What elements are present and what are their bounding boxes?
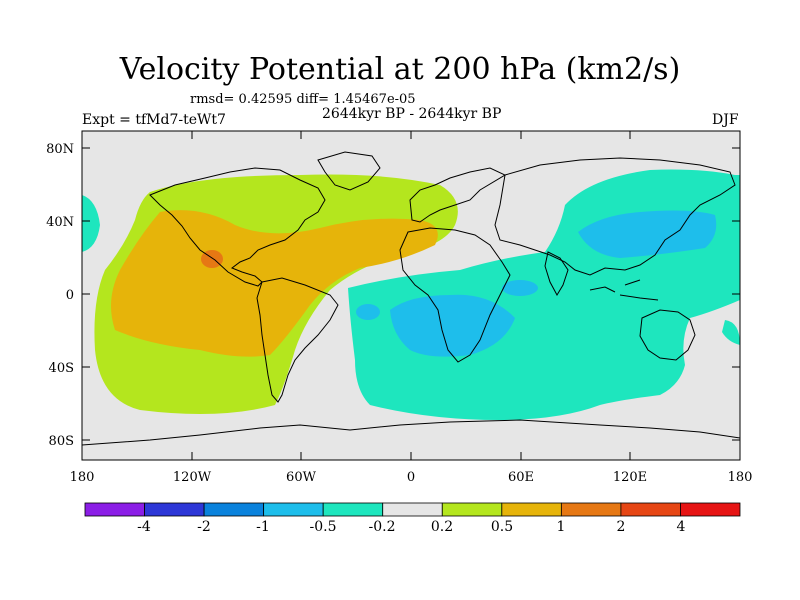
stats-text: rmsd= 0.42595 diff= 1.45467e-05 [190, 92, 416, 107]
colorbar-label: 0.2 [430, 519, 454, 535]
colorbar-label: 4 [676, 519, 686, 535]
experiment-label: Expt = tfMd7-teWt7 [82, 112, 226, 128]
colorbar-label: -1 [256, 519, 270, 535]
lon-label-120e: 120E [612, 470, 648, 485]
negative-region-mid-india [502, 280, 538, 296]
colorbar-label: 1 [556, 519, 566, 535]
season-label: DJF [712, 112, 739, 128]
map-title: Velocity Potential at 200 hPa (km2/s) [119, 52, 681, 87]
coastlines [82, 151, 740, 446]
colorbar-label: -4 [137, 519, 151, 535]
coast-indonesia [589, 279, 659, 301]
coast-greenland [317, 151, 381, 191]
coast-north-america [149, 167, 326, 287]
colorbar-swatch [560, 502, 622, 517]
colorbar-label: -0.2 [368, 519, 396, 535]
lon-label-60w: 60W [286, 470, 316, 485]
coast-europe [409, 167, 507, 223]
axis-ticks [81, 131, 741, 460]
colorbar-swatch [620, 502, 681, 517]
negative-region-east-edge [722, 320, 740, 345]
positive-region-mid [111, 210, 438, 357]
lon-label-180e: 180 [727, 470, 753, 485]
coast-antarctica [82, 419, 740, 446]
colorbar-swatch [144, 502, 205, 517]
lon-label-0: 0 [406, 470, 416, 485]
colorbar-swatch [382, 502, 443, 517]
colorbar-swatch [322, 502, 384, 517]
lon-label-60e: 60E [507, 470, 535, 485]
colorbar-swatch [203, 502, 265, 517]
negative-region-mid-africa [390, 294, 515, 357]
colorbar-swatch [84, 502, 145, 517]
lat-label-40s: 40S [48, 361, 74, 376]
colorbar-swatch [501, 502, 562, 517]
colorbar-label: 0.5 [490, 519, 514, 535]
colorbar-label: 2 [616, 519, 626, 535]
coast-india [544, 251, 569, 297]
colorbar [84, 502, 741, 517]
colorbar-swatch [680, 502, 741, 517]
coast-australia [639, 309, 696, 361]
coast-africa [399, 227, 511, 363]
coast-asia [494, 157, 736, 276]
contour-field [82, 131, 740, 460]
coast-south-america [256, 277, 339, 403]
colorbar-label: -0.5 [309, 519, 337, 535]
lat-label-80n: 80N [46, 142, 74, 157]
lon-label-120w: 120W [172, 470, 212, 485]
lon-label-180w: 180 [69, 470, 95, 485]
negative-region-mid-patch [356, 304, 380, 320]
period-text: 2644kyr BP - 2644kyr BP [322, 106, 502, 122]
colorbar-swatch [441, 502, 503, 517]
lat-label-40n: 40N [46, 215, 74, 230]
negative-region-west-edge [82, 195, 100, 252]
negative-region-mid-asia [578, 210, 717, 258]
lat-label-80s: 80S [48, 434, 74, 449]
colorbar-label: -2 [197, 519, 211, 535]
colorbar-swatch [263, 502, 324, 517]
lat-label-0: 0 [65, 288, 74, 303]
